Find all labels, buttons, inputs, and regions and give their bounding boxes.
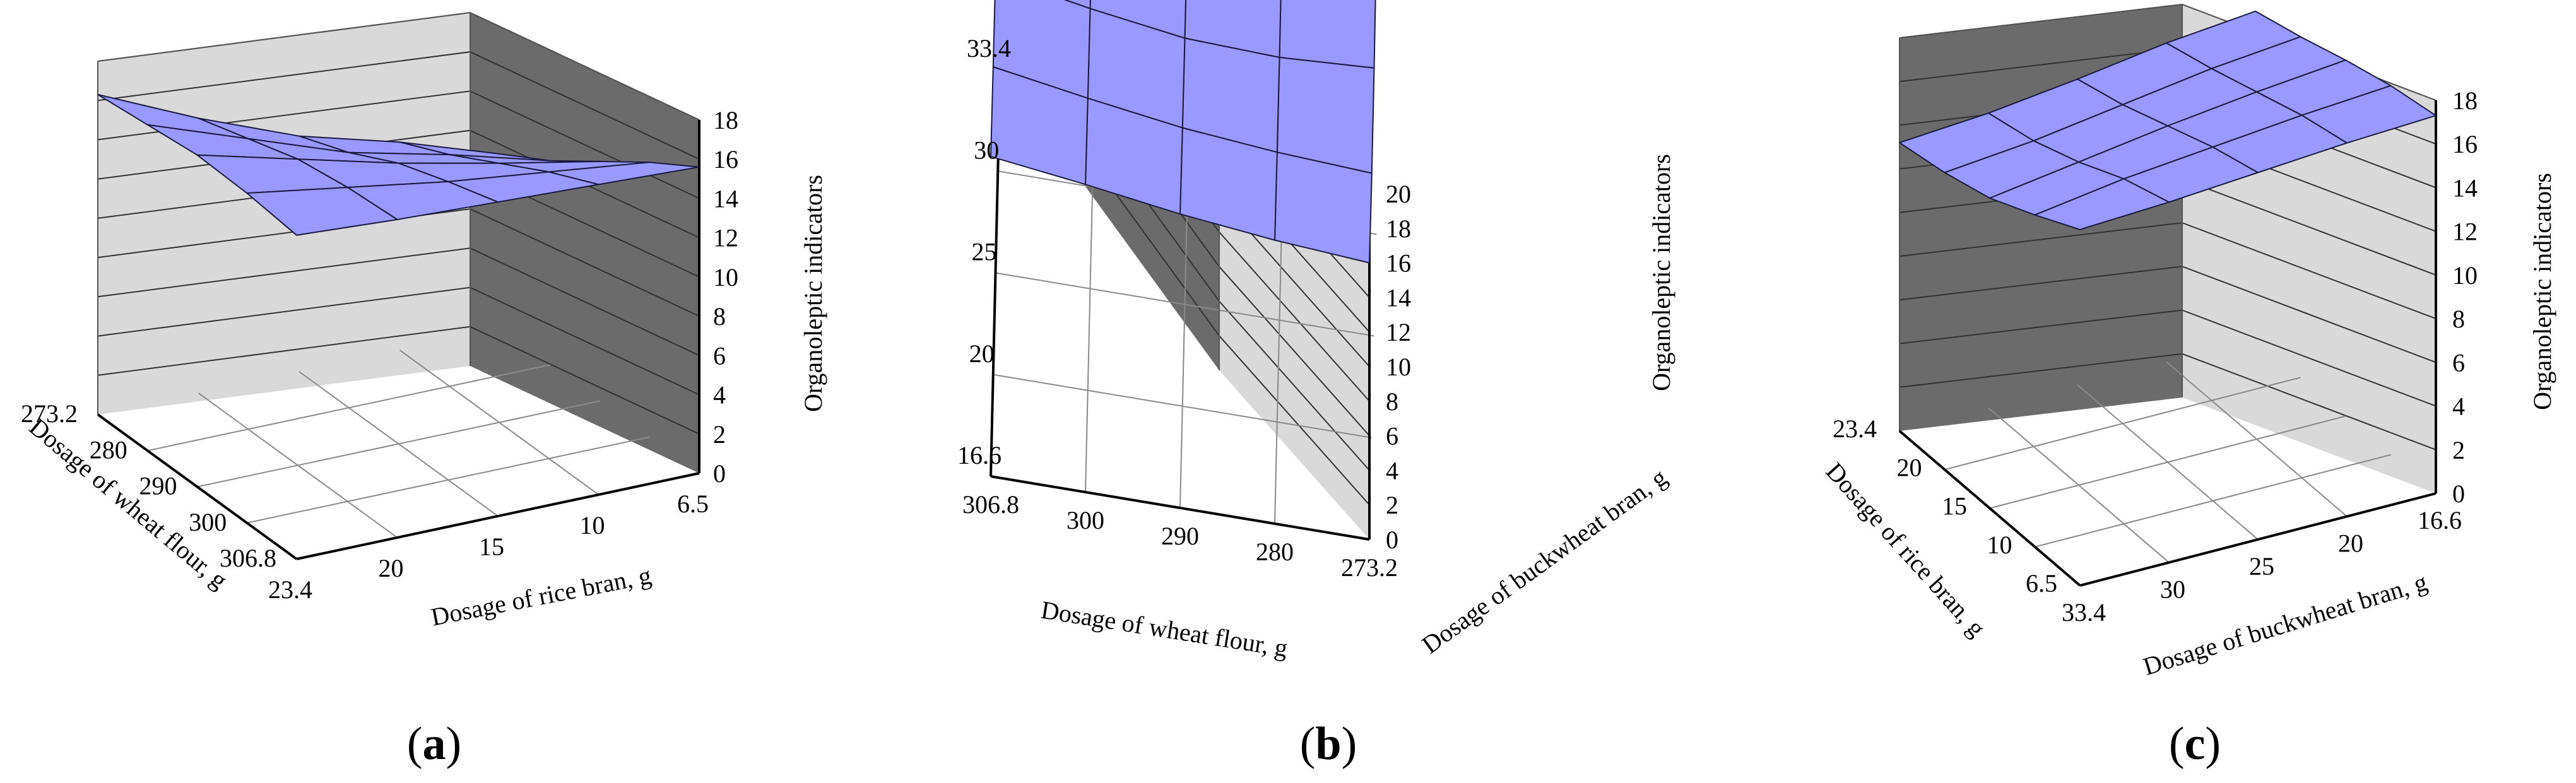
y-axis-title: Dosage of buckwheat bran, g	[1417, 462, 1672, 659]
surface-plot-b: 0 2 4 6 8 10 12 14 16 18 20 306.8 300 290 280 273.2 16.6…	[957, 0, 1675, 662]
y-axis-line	[296, 472, 700, 560]
z-tick-label: 14	[2452, 174, 2478, 202]
z-tick-label: 12	[713, 224, 738, 252]
z-tick-label: 4	[713, 381, 726, 409]
z-axis-title: Organoleptic indicators	[2528, 173, 2556, 410]
z-tick-label: 16	[2452, 130, 2478, 158]
y-tick-label: 25	[972, 238, 997, 266]
floor-gridline	[995, 272, 1374, 337]
x-axis-title: Dosage of wheat flour, g	[1039, 596, 1290, 662]
z-tick-label: 2	[1386, 491, 1398, 519]
z-tick-label: 20	[1386, 180, 1411, 208]
z-tick-label: 10	[1386, 353, 1411, 381]
x-tick-label: 290	[139, 472, 177, 500]
z-tick-label: 0	[1386, 526, 1398, 554]
x-tick-label: 25	[2249, 552, 2274, 580]
caption-b: (b)	[1300, 718, 1357, 770]
x-axis-line	[990, 475, 1370, 541]
x-tick-label: 16.6	[2418, 506, 2462, 534]
surface-cell	[246, 187, 398, 236]
z-tick-label: 4	[2452, 392, 2465, 421]
surface-cell	[2034, 178, 2170, 230]
y-tick-label: 15	[479, 533, 504, 561]
x-tick-label: 306.8	[220, 544, 276, 572]
y-tick-label: 10	[1987, 531, 2012, 559]
x-tick-label: 273.2	[21, 399, 78, 428]
z-tick-label: 16	[1386, 249, 1411, 278]
y-axis-line	[1898, 430, 2081, 587]
z-tick-label: 10	[2452, 261, 2478, 290]
floor-gridline	[1944, 377, 2301, 471]
x-tick-label: 300	[1066, 506, 1104, 534]
x-tick-label: 30	[2160, 575, 2185, 604]
wall-y	[470, 13, 699, 473]
z-tick-label: 12	[2452, 218, 2478, 246]
z-tick-label: 4	[1386, 456, 1398, 485]
surface-cell	[990, 66, 1089, 185]
z-tick-label: 18	[1386, 215, 1411, 243]
z-tick-label: 8	[2452, 305, 2465, 333]
z-tick-label: 6	[2452, 348, 2465, 377]
x-tick-label: 273.2	[1341, 553, 1398, 582]
z-tick-label: 16	[713, 145, 738, 174]
z-tick-label: 0	[713, 459, 726, 488]
z-tick-label: 0	[2452, 480, 2465, 508]
floor-gridline	[1989, 415, 2346, 509]
y-tick-label: 20	[1897, 453, 1922, 481]
z-tick-label: 14	[713, 184, 738, 213]
z-tick-label: 2	[713, 420, 726, 449]
y-tick-label: 6.5	[677, 490, 709, 518]
x-tick-label: 33.4	[2062, 598, 2106, 627]
y-axis-title: Dosage of rice bran, g	[428, 561, 653, 632]
z-tick-label: 2	[2452, 436, 2465, 464]
z-tick-label: 6	[1386, 422, 1398, 450]
y-tick-label: 15	[1942, 492, 1967, 521]
x-tick-label: 20	[2338, 529, 2363, 558]
z-tick-label: 10	[713, 263, 738, 291]
surface-plot-c: 0 2 4 6 8 10 12 14 16 18 33.4 30 25 20 16.6 6.5 10 15 20 23…	[1821, 3, 2556, 681]
y-tick-label: 23.4	[1833, 415, 1877, 443]
y-tick-label: 10	[580, 511, 605, 539]
caption-c: (c)	[2169, 718, 2221, 770]
surface-plot-a: 0 2 4 6 8 10 12 14 16 18 306.8 300 290 280 273.2 23.4 20…	[21, 11, 827, 632]
z-tick-label: 8	[1386, 387, 1398, 416]
z-axis-title: Organoleptic indicators	[1647, 154, 1675, 391]
x-tick-label: 306.8	[962, 490, 1019, 519]
floor-gridline	[147, 364, 550, 452]
x-axis-line	[97, 413, 298, 560]
z-axis-title: Organoleptic indicators	[799, 175, 827, 412]
y-tick-label: 16.6	[957, 441, 1001, 469]
x-tick-label: 300	[189, 508, 227, 536]
x-axis-line	[2079, 492, 2437, 587]
z-tick-label: 18	[713, 106, 738, 134]
y-tick-label: 23.4	[268, 575, 312, 604]
y-tick-label: 33.4	[967, 34, 1011, 62]
x-tick-label: 290	[1161, 522, 1199, 550]
z-tick-label: 14	[1386, 283, 1411, 312]
floor-gridline	[2166, 361, 2348, 517]
x-tick-label: 280	[90, 435, 127, 464]
y-tick-label: 6.5	[2026, 569, 2057, 598]
surface-cell	[1279, 0, 1376, 69]
floor-gridline	[298, 371, 499, 517]
x-tick-label: 280	[1256, 538, 1294, 566]
z-tick-label: 12	[1386, 318, 1411, 346]
z-tick-label: 8	[713, 302, 726, 331]
caption-a: (a)	[407, 718, 461, 770]
floor-gridline	[399, 350, 600, 495]
z-tick-label: 6	[713, 341, 726, 370]
y-tick-label: 20	[969, 339, 995, 368]
y-tick-label: 20	[379, 554, 404, 582]
y-tick-label: 30	[974, 136, 999, 164]
z-tick-label: 18	[2452, 86, 2478, 115]
